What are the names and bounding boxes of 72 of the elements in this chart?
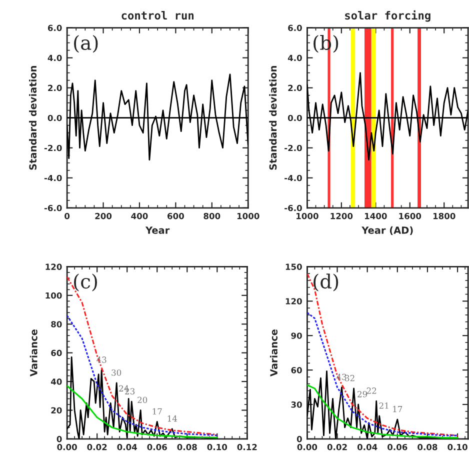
x-tick-label: 0.04 <box>117 444 137 450</box>
x-axis-title: Year (AD) <box>362 226 413 236</box>
annotation: 21 <box>379 402 388 409</box>
x-tick-label: 1000 <box>296 212 318 220</box>
x-tick-label: 0.08 <box>418 444 438 450</box>
y-tick-label: 120 <box>46 264 62 270</box>
x-tick-label: 0.00 <box>297 444 318 450</box>
y-tick-label: 0 <box>56 436 62 442</box>
y-tick-label: 20 <box>51 407 62 414</box>
y-tick-label: -2.0 <box>284 144 302 152</box>
y-tick-label: 0.0 <box>288 114 302 122</box>
x-tick-label: 1800 <box>433 212 456 220</box>
annotation: (a) <box>74 34 98 53</box>
y-tick-label: -4.0 <box>44 174 62 182</box>
y-tick-label: 6.0 <box>48 24 62 32</box>
x-tick-label: 0.08 <box>177 444 197 450</box>
annotation: 22 <box>366 388 376 394</box>
y-tick-label: 60 <box>291 367 302 374</box>
x-tick-label: 0.04 <box>357 444 378 450</box>
y-tick-label: 2.0 <box>288 84 302 92</box>
y-tick-label: -4.0 <box>284 174 302 182</box>
y-tick-label: -6.0 <box>284 204 302 212</box>
y-axis-title: Variance <box>30 330 38 377</box>
y-tick-label: 40 <box>50 378 62 385</box>
x-tick-label: 1400 <box>364 212 387 220</box>
annotation: 29 <box>358 391 368 398</box>
y-axis-title: Variance <box>270 330 278 377</box>
annotation: 17 <box>152 408 162 414</box>
chart-title: control run <box>122 11 194 20</box>
annotation: 20 <box>138 396 148 404</box>
x-axis-title: Year <box>145 226 170 234</box>
y-tick-label: -6.0 <box>44 204 62 212</box>
y-axis-title: Standard deviation <box>269 66 277 170</box>
y-tick-label: 4.0 <box>48 54 62 62</box>
y-tick-label: 0 <box>296 436 302 442</box>
y-tick-label: 120 <box>286 298 302 304</box>
y-tick-label: 4.0 <box>288 54 302 62</box>
annotation: 14 <box>168 415 178 422</box>
x-tick-label: 0.06 <box>388 444 408 450</box>
y-tick-label: 60 <box>51 350 62 356</box>
annotation: 43 <box>336 374 346 380</box>
y-tick-label: 150 <box>286 264 302 270</box>
annotation: (c) <box>74 274 97 292</box>
y-tick-label: 90 <box>291 332 302 339</box>
annotation: 17 <box>393 406 402 412</box>
x-tick-label: 0.06 <box>147 444 167 450</box>
annotation: 32 <box>345 374 354 382</box>
y-tick-label: 80 <box>51 321 62 328</box>
x-tick-label: 400 <box>131 212 148 220</box>
x-tick-label: 0.02 <box>87 444 107 450</box>
annotation: (d) <box>314 274 338 292</box>
x-tick-label: 0.10 <box>207 444 228 450</box>
y-tick-label: 2.0 <box>48 84 62 92</box>
x-tick-label: 0.02 <box>327 444 347 450</box>
chart-title: solar forcing <box>345 10 430 22</box>
y-tick-label: 6.0 <box>288 24 302 32</box>
x-tick-label: 0.12 <box>237 444 257 450</box>
x-tick-label: 1200 <box>330 212 353 220</box>
y-tick-label: 0.0 <box>48 114 62 122</box>
x-tick-label: 800 <box>204 212 220 220</box>
x-tick-label: 1000 <box>237 212 260 220</box>
y-tick-label: -2.0 <box>44 144 62 152</box>
x-tick-label: 0.10 <box>448 444 468 450</box>
y-tick-label: 30 <box>291 401 302 408</box>
x-tick-label: 1600 <box>399 212 422 220</box>
annotation: 30 <box>112 369 122 376</box>
x-tick-label: 600 <box>168 212 184 220</box>
y-axis-title: Standard deviation <box>29 66 37 170</box>
y-tick-label: 100 <box>46 292 62 299</box>
x-tick-label: 200 <box>95 212 112 220</box>
x-tick-label: 0.00 <box>57 444 77 450</box>
x-tick-label: 0 <box>64 212 70 220</box>
